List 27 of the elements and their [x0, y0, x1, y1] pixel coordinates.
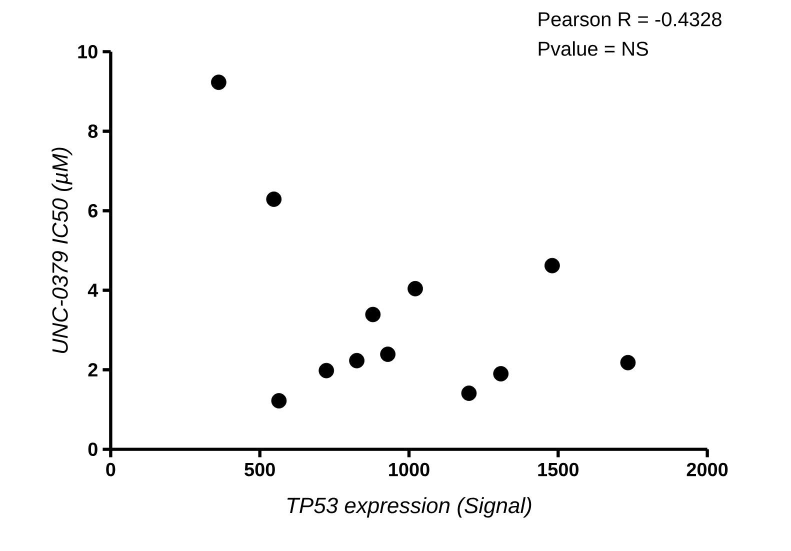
- y-tick-label: 0: [88, 442, 98, 456]
- point: [266, 192, 282, 207]
- y-tick-label: 10: [78, 44, 98, 58]
- point: [365, 306, 381, 322]
- point: [210, 74, 226, 90]
- point: [380, 346, 396, 362]
- x-axis-title: TP53 expression (Signal): [287, 497, 532, 518]
- x-tick-label: 1500: [538, 462, 578, 476]
- point: [271, 393, 287, 408]
- y-tick-label: 4: [88, 284, 98, 297]
- point: [544, 258, 560, 274]
- y-tick-label: 8: [88, 124, 98, 138]
- point: [493, 366, 509, 382]
- x-tick-label: 500: [244, 462, 275, 476]
- point: [408, 280, 423, 296]
- point: [318, 362, 334, 378]
- annotation: Pvalue = NS: [538, 41, 648, 56]
- x-tick-label: 1000: [389, 462, 430, 476]
- x-tick-label: 0: [106, 462, 116, 476]
- point: [349, 352, 364, 368]
- y-tick-label: 6: [88, 204, 98, 218]
- y-axis-title: UNC-0379 IC50 (µM): [52, 148, 72, 353]
- point: [620, 354, 636, 370]
- text: Pearson R = -0.4328: [538, 12, 722, 26]
- point: [461, 386, 477, 401]
- x-tick-label: 2000: [686, 462, 728, 476]
- y-tick-label: 2: [88, 363, 98, 376]
